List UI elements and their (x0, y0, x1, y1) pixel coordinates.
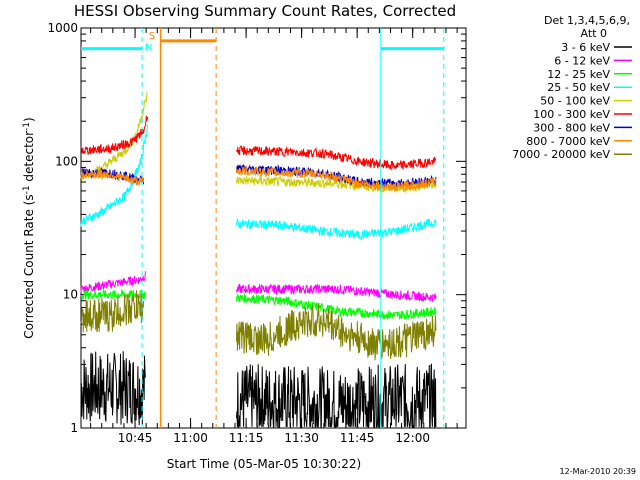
legend-label: 800 - 7000 keV (526, 135, 610, 148)
series-line-2-seg2 (236, 282, 437, 302)
timestamp: 12-Mar-2010 20:39 (560, 467, 637, 476)
series-line-8-seg2 (236, 164, 436, 192)
legend-label: 25 - 50 keV (547, 81, 610, 94)
series-line-8-seg1 (80, 169, 145, 186)
legend-header-line2: Att 0 (581, 27, 607, 40)
legend-header-line1: Det 1,3,4,5,6,9, (544, 14, 630, 27)
series-line-4-seg2 (236, 218, 437, 242)
series-layer (80, 91, 437, 429)
series-line-1-seg1 (80, 351, 146, 426)
legend-label: 300 - 800 keV (533, 121, 610, 134)
x-tick-label: 11:15 (229, 431, 264, 445)
legend-label: 12 - 25 keV (547, 68, 610, 81)
y-axis-label: Corrected Count Rate (s-1 detector-1) (22, 117, 36, 338)
x-tick-label: 11:00 (173, 431, 208, 445)
legend-label: 50 - 100 keV (540, 95, 610, 108)
x-tick-label: 10:45 (118, 431, 153, 445)
y-tick-label: 100 (55, 154, 78, 168)
legend-label: 100 - 300 keV (533, 108, 610, 121)
axis-ticks: 10:45 11:00 11:15 11:30 11:45 12:00 1 10 100 1000 (47, 21, 466, 445)
flag-s-label: S (149, 31, 155, 42)
y-tick-label: 1 (70, 421, 78, 435)
series-line-9-seg1 (80, 290, 145, 333)
x-tick-label: 11:45 (340, 431, 375, 445)
series-line-2-seg1 (80, 271, 146, 293)
legend-label: 6 - 12 keV (554, 54, 610, 67)
x-tick-label: 12:00 (395, 431, 430, 445)
legend-label: 7000 - 20000 keV (512, 148, 610, 161)
series-line-3-seg1 (80, 288, 146, 301)
series-line-6-seg1 (80, 115, 149, 156)
marker-layer: SN (81, 28, 445, 428)
y-tick-label: 1000 (47, 21, 78, 35)
legend-label: 3 - 6 keV (561, 41, 610, 54)
series-line-9-seg2 (236, 302, 437, 361)
plot-frame (80, 27, 467, 429)
chart-title: HESSI Observing Summary Count Rates, Cor… (74, 2, 456, 20)
flag-n-label: N (145, 42, 152, 53)
series-line-3-seg2 (236, 293, 437, 320)
series-line-1-seg2 (236, 363, 437, 429)
series-line-6-seg2 (236, 145, 437, 171)
x-axis-label: Start Time (05-Mar-05 10:30:22) (167, 457, 361, 471)
series-line-4-seg1 (80, 124, 149, 227)
y-tick-label: 10 (63, 288, 78, 302)
x-tick-label: 11:30 (284, 431, 319, 445)
